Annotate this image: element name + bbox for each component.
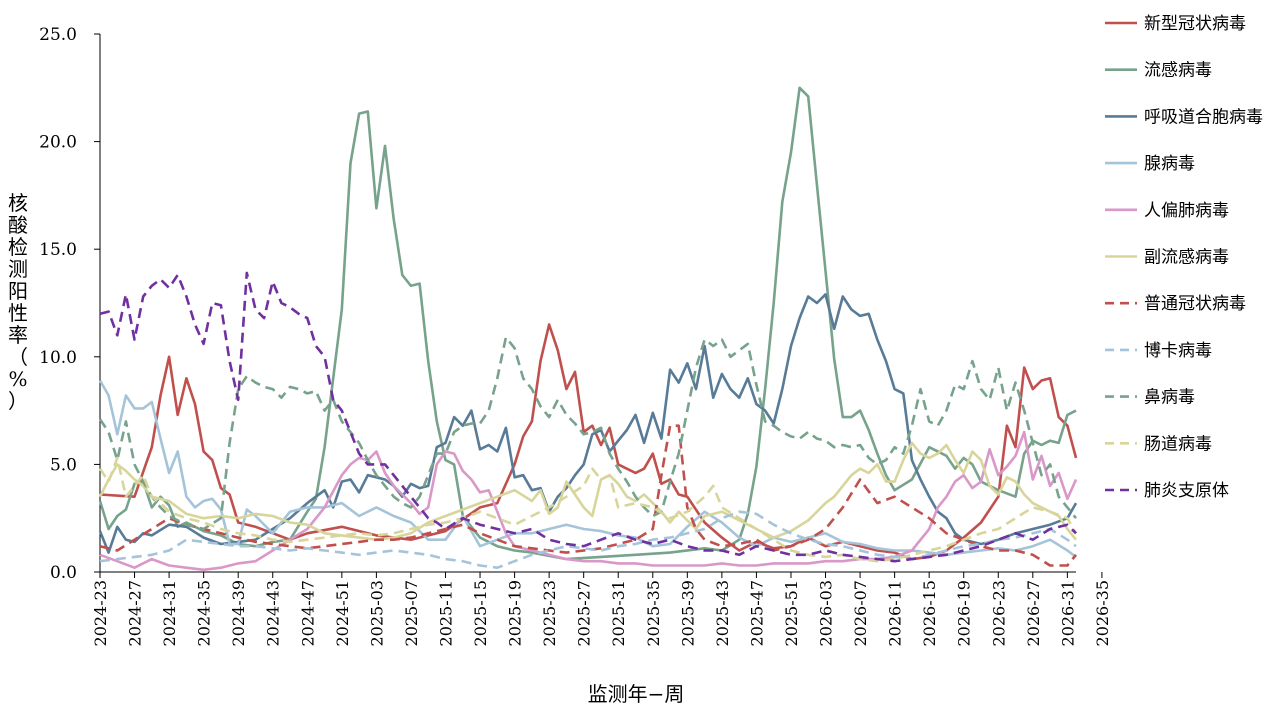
series-line-8 <box>98 336 1078 531</box>
y-tick-label: 15.0 <box>39 240 77 260</box>
legend-label: 呼吸道合胞病毒 <box>1144 107 1263 127</box>
x-tick-label: 2025-31 <box>609 580 628 646</box>
x-tick-label: 2025-27 <box>575 580 594 646</box>
x-tick-label: 2025-43 <box>713 580 732 646</box>
x-tick-label: 2026-15 <box>920 580 939 646</box>
x-tick-label: 2025-23 <box>540 580 559 646</box>
legend-label: 肠道病毒 <box>1144 434 1212 454</box>
x-tick-label: 2026-11 <box>886 580 905 646</box>
x-tick-label: 2024-51 <box>333 580 352 646</box>
x-tick-label: 2024-47 <box>298 580 317 646</box>
x-tick-label: 2026-07 <box>851 580 870 646</box>
legend-label: 普通冠状病毒 <box>1144 294 1246 314</box>
x-tick-label: 2024-43 <box>264 580 283 646</box>
y-tick-label: 10.0 <box>39 348 77 368</box>
legend-label: 新型冠状病毒 <box>1144 14 1246 34</box>
legend: 新型冠状病毒流感病毒呼吸道合胞病毒腺病毒人偏肺病毒副流感病毒普通冠状病毒博卡病毒… <box>1105 14 1263 501</box>
y-tick-label: 20.0 <box>39 133 77 153</box>
legend-label: 肺炎支原体 <box>1144 481 1229 501</box>
y-axis-title: 核酸检测阳性率（%） <box>8 191 28 413</box>
y-axis-title-char: 性 <box>8 301 28 325</box>
axes: 0.0 5.0 10.0 15.0 20.0 25.0 2024-23 2024-27 2024… <box>39 25 1112 646</box>
y-axis-title-char: % <box>8 367 27 391</box>
x-tick-label: 2025-11 <box>436 580 455 646</box>
y-tick-label: 25.0 <box>39 25 77 45</box>
y-axis-title-char: （ <box>8 345 28 369</box>
y-axis-title-char: 酸 <box>8 213 28 237</box>
y-axis-title-char: 阳 <box>8 279 28 303</box>
x-tick-label: 2025-47 <box>747 580 766 646</box>
x-tick-label: 2025-35 <box>644 580 663 646</box>
y-axis-title-char: ） <box>8 389 28 413</box>
y-axis-title-char: 检 <box>8 235 28 259</box>
y-tick-label: 5.0 <box>50 455 77 475</box>
x-tick-label: 2025-15 <box>471 580 490 646</box>
x-tick-label: 2026-27 <box>1024 580 1043 646</box>
y-tick-label: 0.0 <box>50 563 77 583</box>
series-line-4 <box>99 430 1078 572</box>
series-line-1 <box>98 86 1077 561</box>
x-tick-label: 2024-39 <box>229 580 248 646</box>
x-tick-label: 2026-03 <box>817 580 836 646</box>
x-tick-label: 2026-31 <box>1058 580 1077 646</box>
y-axis-title-char: 率 <box>8 323 28 347</box>
legend-label: 腺病毒 <box>1144 154 1195 174</box>
series-line-10 <box>99 271 1077 563</box>
series-line-7 <box>99 510 1077 569</box>
series-line-5 <box>98 441 1078 541</box>
x-tick-label: 2026-35 <box>1093 580 1112 646</box>
legend-label: 博卡病毒 <box>1144 341 1212 361</box>
x-tick-label: 2024-23 <box>91 580 110 646</box>
y-axis-title-char: 核 <box>8 191 28 215</box>
x-tick-label: 2026-23 <box>989 580 1008 646</box>
legend-label: 人偏肺病毒 <box>1144 201 1229 221</box>
x-tick-label: 2025-39 <box>678 580 697 646</box>
x-tick-label: 2026-19 <box>955 580 974 646</box>
y-axis-title-char: 测 <box>8 257 28 281</box>
x-tick-label: 2025-07 <box>402 580 421 646</box>
x-tick-label: 2025-51 <box>782 580 801 646</box>
series-line-9 <box>98 456 1078 563</box>
legend-label: 副流感病毒 <box>1144 248 1229 268</box>
x-tick-label: 2024-35 <box>195 580 214 646</box>
series-line-6 <box>99 424 1078 567</box>
x-axis-title: 监测年−周 <box>588 682 685 706</box>
x-tick-label: 2025-03 <box>367 580 386 646</box>
x-tick-label: 2024-31 <box>160 580 179 646</box>
series-line-0 <box>99 323 1078 561</box>
plot-area <box>98 86 1078 572</box>
x-tick-label: 2025-19 <box>506 580 525 646</box>
legend-label: 流感病毒 <box>1144 61 1212 81</box>
x-tick-label: 2024-27 <box>126 580 145 646</box>
legend-label: 鼻病毒 <box>1144 388 1195 408</box>
